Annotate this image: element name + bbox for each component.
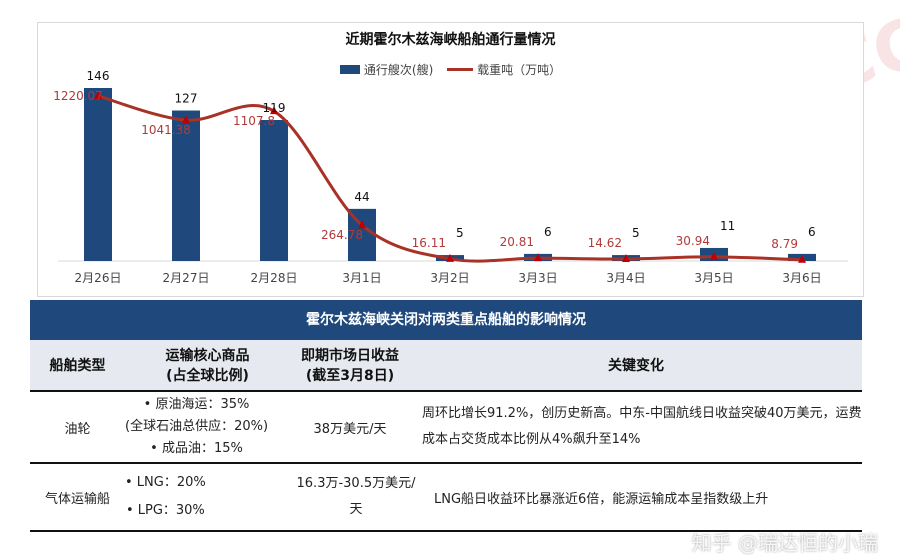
cell-change: LNG船日收益环比暴涨近6倍，能源运输成本呈指数级上升 [434, 491, 769, 507]
line-data-label: 20.81 [500, 235, 534, 249]
cell-goods-item: • 成品油：15% [150, 441, 243, 456]
cell-type: 气体运输船 [44, 491, 110, 507]
line-marker [710, 251, 718, 260]
header-goods: 运输核心商品 (占全球比例) [165, 348, 250, 384]
line-marker [798, 254, 806, 263]
bar-data-label: 44 [354, 190, 369, 204]
bar [84, 88, 112, 261]
bar-data-label: 6 [544, 225, 552, 239]
bar-data-label: 6 [808, 225, 816, 239]
table-header-row: 船舶类型 运输核心商品 (占全球比例) 即期市场日收益 (截至3月8日) 关键变… [30, 340, 862, 392]
x-tick-label: 2月26日 [75, 271, 122, 285]
line-data-label: 1041.38 [141, 123, 191, 137]
line-marker [622, 254, 630, 263]
line-marker [270, 106, 278, 115]
x-tick-label: 3月1日 [342, 271, 381, 285]
x-tick-label: 3月6日 [782, 271, 821, 285]
x-tick-label: 3月2日 [430, 271, 469, 285]
bar-data-label: 119 [263, 101, 286, 115]
table-title: 霍尔木兹海峡关闭对两类重点船舶的影响情况 [30, 300, 862, 340]
line-marker [358, 220, 366, 229]
line-marker [446, 253, 454, 262]
x-tick-label: 3月3日 [518, 271, 557, 285]
bar-data-label: 146 [87, 69, 110, 83]
legend: 通行艘次(艘) 载重吨（万吨） [38, 61, 863, 78]
cell-change: 周环比增长91.2%，创历史新高。中东-中国航线日收益突破40万美元，运费成本占… [422, 406, 862, 447]
impact-table: 霍尔木兹海峡关闭对两类重点船舶的影响情况 船舶类型 运输核心商品 (占全球比例)… [30, 300, 862, 532]
line-marker [534, 253, 542, 262]
cell-type: 油轮 [64, 421, 91, 437]
bar-data-label: 5 [456, 226, 464, 240]
cell-earnings: 16.3万-30.5万美元/天 [296, 476, 416, 517]
line-data-label: 16.11 [412, 236, 446, 250]
bar [172, 110, 200, 261]
line-data-label: 264.78 [321, 228, 363, 242]
line-data-label: 8.79 [771, 237, 798, 251]
legend-bar-swatch [339, 65, 360, 74]
line-data-label: 14.62 [588, 236, 622, 250]
cell-goods-item: (全球石油总供应：20%) [125, 419, 269, 434]
x-tick-label: 3月5日 [694, 271, 733, 285]
cell-goods-item: • LNG：20% [125, 475, 206, 490]
header-earnings: 即期市场日收益 (截至3月8日) [301, 348, 399, 384]
header-ship-type: 船舶类型 [49, 358, 106, 374]
bar-data-label: 127 [175, 92, 198, 106]
cell-earnings: 38万美元/天 [313, 421, 387, 437]
bar-data-label: 11 [720, 219, 735, 233]
bar-data-label: 5 [632, 226, 640, 240]
bar [260, 119, 288, 261]
line-marker [182, 115, 190, 124]
cell-goods-item: • 原油海运：35% [143, 397, 250, 412]
table-row: 气体运输船 • LNG：20% • LPG：30% 16.3万-30.5万美元/… [30, 464, 862, 532]
table-row: 油轮 • 原油海运：35% (全球石油总供应：20%) • 成品油：15% 38… [30, 392, 862, 464]
cell-goods-item: • LPG：30% [125, 503, 205, 518]
line-series [97, 94, 803, 263]
plot-area: 2月26日 2月27日 2月28日 3月1日 3月2日 3月3日 3月4日 3月5日 3月6日 1… [53, 69, 848, 285]
line-data-label: 30.94 [676, 234, 710, 248]
line-data-label: 1107.8 [233, 114, 275, 128]
x-tick-label: 3月4日 [606, 271, 645, 285]
watermark-credit: 知乎 @瑞达恒的小瑞 [691, 531, 878, 555]
chart-title: 近期霍尔木兹海峡船舶通行量情况 [345, 32, 556, 48]
legend-bar-label: 通行艘次(艘) [363, 63, 434, 77]
x-tick-label: 2月27日 [163, 271, 210, 285]
header-change: 关键变化 [608, 358, 664, 374]
legend-line-label: 载重吨（万吨） [477, 63, 562, 77]
x-tick-label: 2月28日 [251, 271, 298, 285]
line-data-label: 1220.07 [53, 89, 103, 103]
line-marker [94, 90, 102, 99]
legend-line-swatch [447, 68, 474, 71]
chart: 近期霍尔木兹海峡船舶通行量情况 通行艘次(艘) 载重吨（万吨） 2月26日 2月2… [37, 22, 864, 297]
